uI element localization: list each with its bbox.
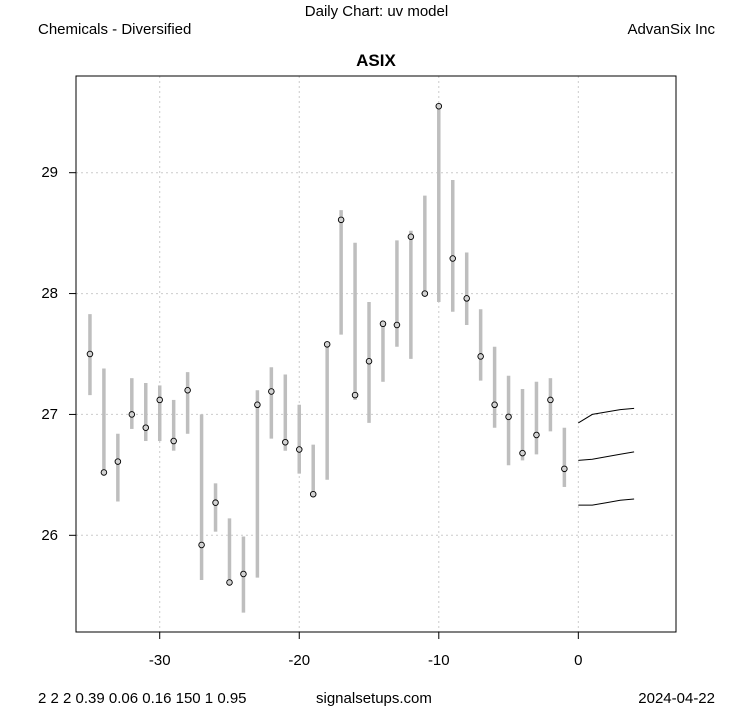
x-tick-label: 0 <box>574 652 582 669</box>
close-point <box>268 388 275 395</box>
close-point <box>86 350 94 358</box>
axes: -30 -20 -10 0 26 27 28 29 <box>41 164 582 669</box>
close-point <box>309 490 317 498</box>
close-point <box>435 102 443 110</box>
close-point <box>184 387 191 394</box>
close-point <box>170 437 177 445</box>
sector-label: Chemicals - Diversified <box>38 21 192 38</box>
forecast-lines <box>578 407 635 506</box>
close-point <box>296 446 303 453</box>
chart-title: ASIX <box>356 51 396 70</box>
close-point <box>533 431 540 439</box>
close-point <box>337 216 345 224</box>
close-point <box>547 396 554 404</box>
forecast-line-lower <box>578 498 635 506</box>
close-point <box>449 255 456 262</box>
close-point <box>351 391 359 399</box>
y-tick-label: 26 <box>41 527 58 544</box>
close-point <box>561 465 568 473</box>
close-point <box>323 341 331 348</box>
forecast-line-middle <box>578 451 635 461</box>
source-site: signalsetups.com <box>316 690 432 707</box>
close-point <box>491 401 498 409</box>
close-point <box>128 411 136 418</box>
close-point <box>156 396 163 404</box>
close-point <box>519 449 526 457</box>
close-point <box>421 290 429 297</box>
chart-date: 2024-04-22 <box>638 690 715 707</box>
close-point <box>379 320 387 328</box>
plot-frame <box>75 75 677 633</box>
close-point <box>142 424 150 431</box>
chart-top-title: Daily Chart: uv model <box>304 3 449 20</box>
close-point <box>226 579 233 586</box>
x-tick-label: -20 <box>288 652 310 669</box>
x-tick-label: -10 <box>428 652 450 669</box>
close-point <box>254 401 261 409</box>
y-tick-label: 28 <box>41 285 58 302</box>
close-point <box>407 233 415 241</box>
model-parameters: 2 2 2 0.39 0.06 0.16 150 1 0.95 <box>38 690 247 707</box>
company-name: AdvanSix Inc <box>627 21 715 38</box>
close-point <box>393 321 401 329</box>
close-point <box>114 458 122 465</box>
range-bars <box>88 106 567 613</box>
grid-lines <box>76 76 676 632</box>
forecast-line-upper <box>578 407 635 424</box>
y-tick-label: 27 <box>41 406 58 423</box>
close-point <box>212 499 219 506</box>
close-point <box>477 353 484 360</box>
close-point <box>240 570 247 578</box>
close-point <box>365 358 373 365</box>
y-tick-label: 29 <box>41 164 58 181</box>
close-point <box>505 413 512 421</box>
close-point <box>100 469 108 476</box>
close-point <box>463 295 470 302</box>
close-points <box>86 102 568 586</box>
close-point <box>198 541 205 549</box>
x-tick-label: -30 <box>149 652 171 669</box>
close-point <box>282 438 289 446</box>
